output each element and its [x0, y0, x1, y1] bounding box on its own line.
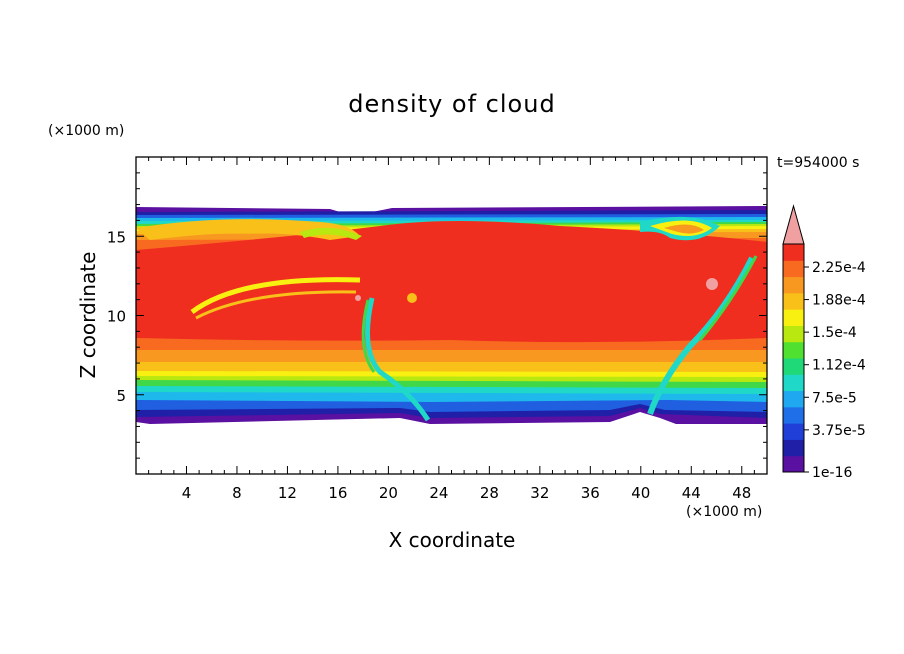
x-unit-label: (×1000 m) [686, 504, 762, 520]
colorbar-label: 1.5e-4 [812, 325, 857, 341]
y-tick-label: 10 [107, 308, 126, 326]
cloud-density-field [136, 206, 767, 424]
colorbar-label: 3.75e-5 [812, 423, 866, 439]
colorbar-swatch [783, 244, 804, 261]
x-tick-label: 36 [581, 484, 600, 502]
colorbar-label: 2.25e-4 [812, 260, 866, 276]
colorbar-frame [782, 243, 805, 473]
y-tick-label: 15 [107, 228, 126, 246]
x-tick-label: 48 [732, 484, 751, 502]
x-tick-label: 28 [480, 484, 499, 502]
colorbar-swatch [783, 390, 804, 408]
colorbar-overflow-triangle [782, 204, 805, 245]
y-axis: 5 10 15 [107, 172, 767, 459]
colorbar-swatch [783, 455, 804, 473]
y-unit-label: (×1000 m) [48, 123, 124, 139]
x-tick-label: 24 [429, 484, 448, 502]
colorbar-swatch [783, 439, 804, 457]
x-tick-label: 16 [328, 484, 347, 502]
colorbar-swatch [783, 406, 804, 424]
colorbar-swatch [783, 260, 804, 278]
x-axis-label: X coordinate [389, 528, 516, 552]
colorbar-swatch [783, 423, 804, 440]
colorbar-swatch [783, 374, 804, 392]
x-axis: 4 8 12 16 20 24 28 32 36 40 44 48 [148, 157, 755, 502]
x-tick-label: 8 [232, 484, 242, 502]
colorbar-swatch [783, 325, 804, 343]
y-tick-label: 5 [116, 387, 126, 405]
colorbar: 2.25e-4 1.88e-4 1.5e-4 1.12e-4 7.5e-5 3.75e-5… [782, 204, 866, 481]
colorbar-label: 1e-16 [812, 465, 852, 481]
chart-title: density of cloud [348, 90, 555, 118]
x-tick-label: 20 [379, 484, 398, 502]
colorbar-swatch [783, 309, 804, 326]
x-tick-label: 44 [682, 484, 701, 502]
x-tick-label: 12 [278, 484, 297, 502]
colorbar-swatch [783, 292, 804, 310]
time-label: t=954000 s [777, 155, 859, 171]
colorbar-label: 7.5e-5 [812, 390, 857, 406]
y-axis-label: Z coordinate [76, 252, 100, 379]
colorbar-label: 1.88e-4 [812, 293, 866, 309]
colorbar-swatch [783, 276, 804, 294]
colorbar-label: 1.12e-4 [812, 358, 866, 374]
x-tick-label: 4 [182, 484, 192, 502]
colorbar-swatch [783, 341, 804, 359]
colorbar-swatch [783, 358, 804, 375]
x-tick-label: 40 [631, 484, 650, 502]
x-tick-label: 32 [530, 484, 549, 502]
